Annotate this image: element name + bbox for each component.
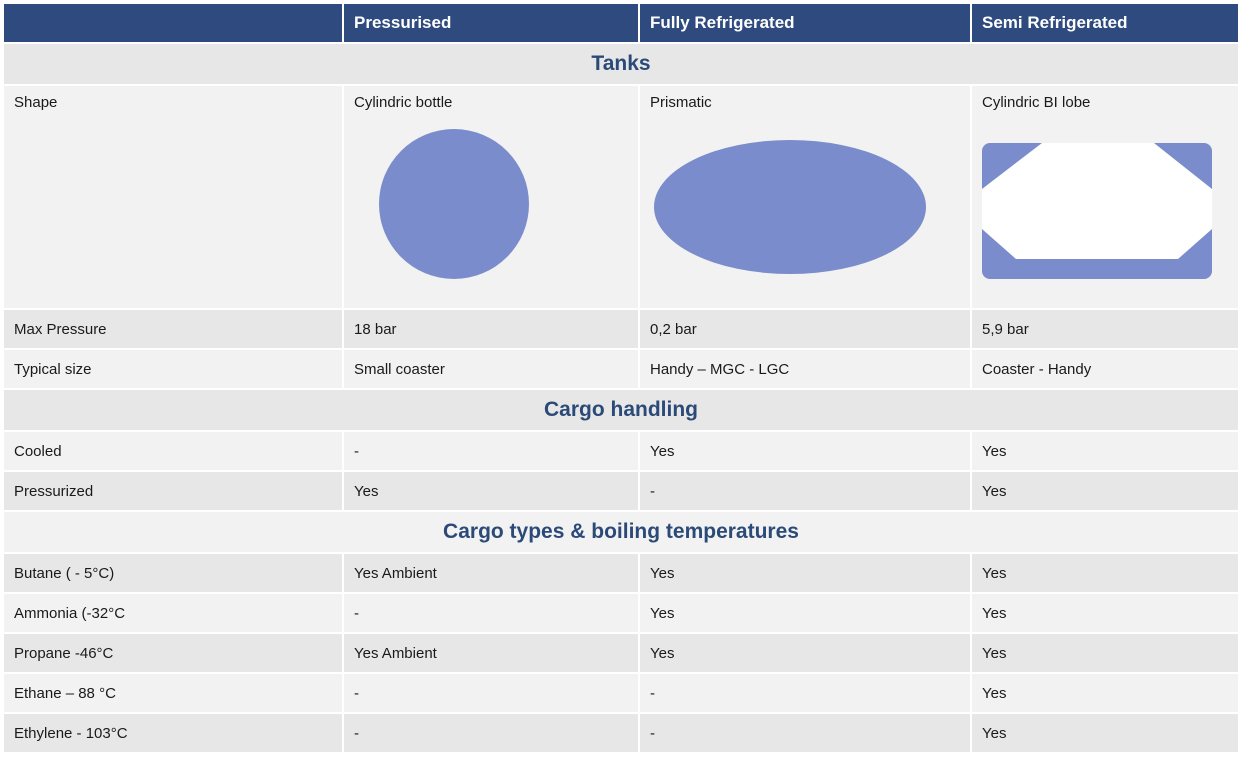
cell-value: Yes (972, 714, 1238, 752)
row-label-ethane: Ethane – 88 °C (4, 674, 342, 712)
header-blank-cell (4, 4, 342, 42)
table-row: Cooled - Yes Yes (4, 432, 1238, 470)
cell-value: Yes Ambient (344, 554, 638, 592)
cell-shape-fully-refrigerated: Prismatic (640, 86, 970, 308)
header-semi-refrigerated: Semi Refrigerated (972, 4, 1238, 42)
header-row: Pressurised Fully Refrigerated Semi Refr… (4, 4, 1238, 42)
section-title-cargo-types: Cargo types & boiling temperatures (4, 512, 1238, 552)
table-row: Max Pressure 18 bar 0,2 bar 5,9 bar (4, 310, 1238, 348)
shape-name-fully-refrigerated: Prismatic (650, 94, 712, 111)
cell-value: Yes (640, 634, 970, 672)
row-label-shape: Shape (4, 86, 342, 308)
shape-name-pressurised: Cylindric bottle (354, 94, 453, 111)
table-row: Typical size Small coaster Handy – MGC -… (4, 350, 1238, 388)
cell-value: Yes (972, 432, 1238, 470)
cell-value: 18 bar (344, 310, 638, 348)
section-row-cargo-types: Cargo types & boiling temperatures (4, 512, 1238, 552)
ellipse-tank-shape (654, 140, 926, 274)
cell-shape-pressurised: Cylindric bottle (344, 86, 638, 308)
cell-shape-semi-refrigerated: Cylindric BI lobe (972, 86, 1238, 308)
table-row: Propane -46°C Yes Ambient Yes Yes (4, 634, 1238, 672)
cell-value: - (344, 674, 638, 712)
section-title-cargo-handling: Cargo handling (4, 390, 1238, 430)
section-row-cargo-handling: Cargo handling (4, 390, 1238, 430)
table-row-shape: Shape Cylindric bottle Prismatic Cylindr… (4, 86, 1238, 308)
header-fully-refrigerated: Fully Refrigerated (640, 4, 970, 42)
row-label-propane: Propane -46°C (4, 634, 342, 672)
cell-value: - (344, 714, 638, 752)
section-title-tanks: Tanks (4, 44, 1238, 84)
row-label-cooled: Cooled (4, 432, 342, 470)
comparison-table: Pressurised Fully Refrigerated Semi Refr… (2, 2, 1240, 754)
row-label-ammonia: Ammonia (-32°C (4, 594, 342, 632)
row-label-ethylene: Ethylene - 103°C (4, 714, 342, 752)
cell-value: Yes (640, 594, 970, 632)
cell-value: 0,2 bar (640, 310, 970, 348)
cell-value: Yes (972, 472, 1238, 510)
table-row: Ammonia (-32°C - Yes Yes (4, 594, 1238, 632)
cell-value: Yes (344, 472, 638, 510)
table-row: Pressurized Yes - Yes (4, 472, 1238, 510)
table-row: Butane ( - 5°C) Yes Ambient Yes Yes (4, 554, 1238, 592)
cell-value: Small coaster (344, 350, 638, 388)
cell-value: - (640, 472, 970, 510)
cell-value: Yes (972, 594, 1238, 632)
cell-value: - (640, 714, 970, 752)
cell-value: Yes Ambient (344, 634, 638, 672)
cell-value: 5,9 bar (972, 310, 1238, 348)
cell-value: Yes (640, 432, 970, 470)
shape-name-semi-refrigerated: Cylindric BI lobe (982, 94, 1091, 111)
cell-value: Yes (972, 634, 1238, 672)
cell-value: Yes (972, 554, 1238, 592)
header-pressurised: Pressurised (344, 4, 638, 42)
section-row-tanks: Tanks (4, 44, 1238, 84)
row-label-pressurized: Pressurized (4, 472, 342, 510)
table-row: Ethane – 88 °C - - Yes (4, 674, 1238, 712)
cell-value: - (344, 594, 638, 632)
cell-value: Yes (640, 554, 970, 592)
table-row: Ethylene - 103°C - - Yes (4, 714, 1238, 752)
shape-label: Shape (14, 94, 58, 111)
circle-tank-shape (379, 129, 529, 279)
row-label-butane: Butane ( - 5°C) (4, 554, 342, 592)
row-label-max-pressure: Max Pressure (4, 310, 342, 348)
row-label-typical-size: Typical size (4, 350, 342, 388)
cell-value: - (344, 432, 638, 470)
cell-value: Coaster - Handy (972, 350, 1238, 388)
cell-value: Handy – MGC - LGC (640, 350, 970, 388)
cell-value: - (640, 674, 970, 712)
bilobe-tank-shape (982, 143, 1212, 279)
cell-value: Yes (972, 674, 1238, 712)
